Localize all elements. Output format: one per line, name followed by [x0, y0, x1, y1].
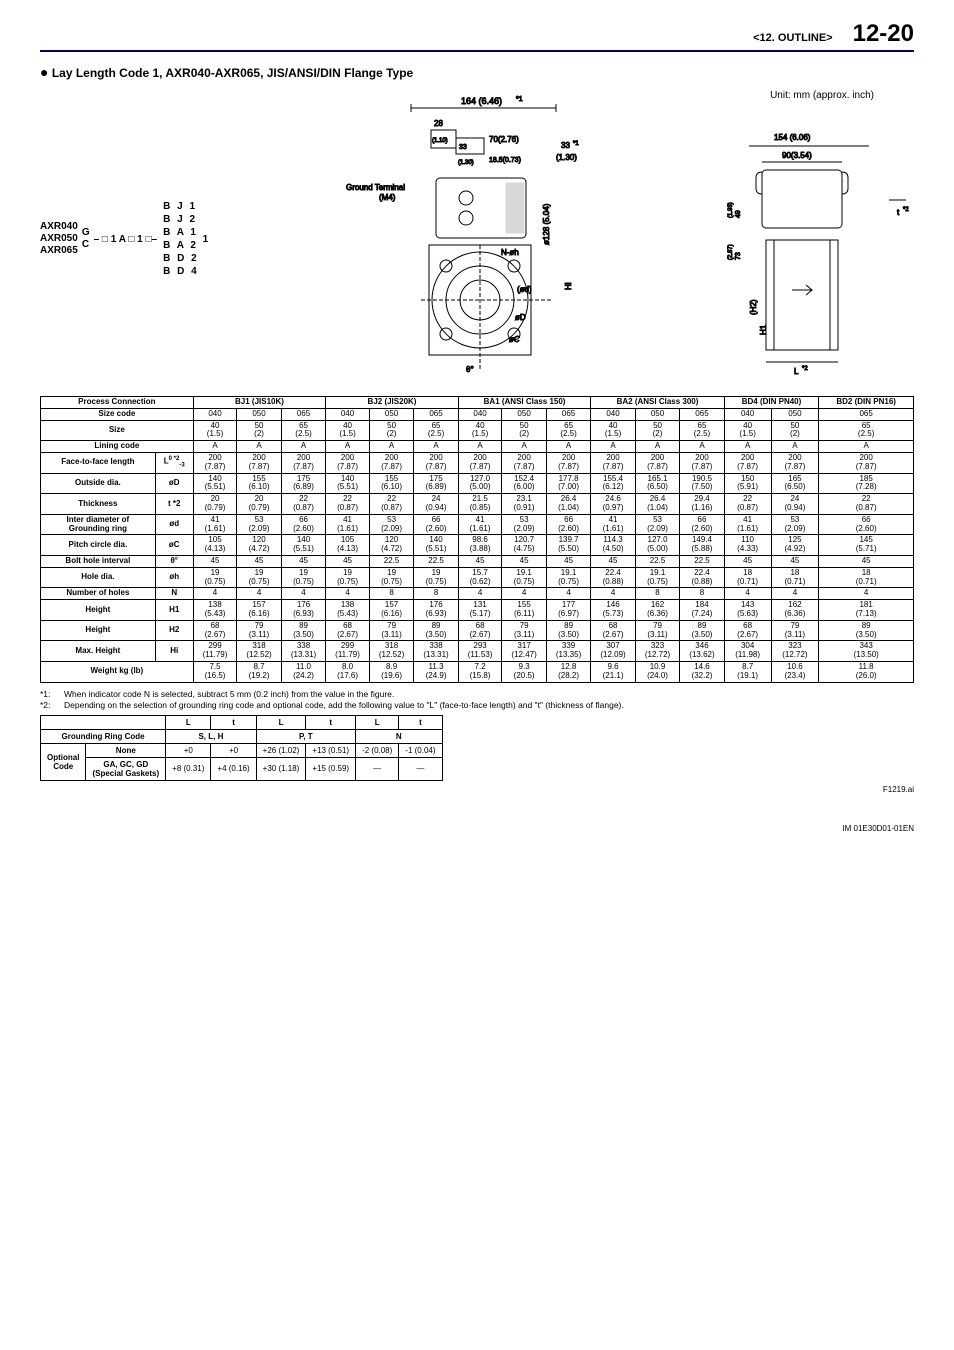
page-number: 12-20 — [853, 20, 914, 48]
svg-text:øC: øC — [509, 335, 520, 344]
svg-text:(H2): (H2) — [749, 299, 758, 315]
svg-text:t: t — [897, 208, 900, 217]
svg-text:Ground Terminal: Ground Terminal — [346, 183, 405, 192]
svg-text:33: 33 — [561, 141, 570, 150]
svg-text:154 (6.06): 154 (6.06) — [774, 133, 811, 142]
figure-ref: F1219.ai — [40, 785, 914, 794]
svg-text:(M4): (M4) — [379, 193, 396, 202]
section-title: ● Lay Length Code 1, AXR040-AXR065, JIS/… — [40, 64, 914, 80]
diagram-area: Unit: mm (approx. inch) AXR040AXR050AXR0… — [40, 90, 914, 380]
svg-text:164 (6.46): 164 (6.46) — [461, 96, 502, 106]
svg-text:(2.87): (2.87) — [728, 244, 734, 260]
unit-note: Unit: mm (approx. inch) — [770, 90, 874, 101]
svg-text:H1: H1 — [759, 324, 768, 335]
svg-text:L: L — [794, 367, 799, 376]
svg-text:ø128 (5.04): ø128 (5.04) — [542, 203, 551, 245]
svg-text:*1: *1 — [516, 96, 523, 103]
svg-text:(1.30): (1.30) — [556, 153, 577, 162]
svg-text:*2: *2 — [802, 366, 808, 372]
svg-text:θ°: θ° — [466, 365, 474, 374]
svg-text:18.5(0.73): 18.5(0.73) — [489, 157, 521, 164]
section-label: <12. OUTLINE> — [753, 32, 832, 44]
svg-text:(1.93): (1.93) — [728, 202, 734, 218]
svg-text:Hi: Hi — [564, 282, 573, 290]
svg-text:33: 33 — [459, 144, 467, 151]
grounding-table: LtLtLtGrounding Ring CodeS, L, HP, TNOpt… — [40, 715, 443, 781]
svg-text:N-øh: N-øh — [501, 248, 519, 257]
svg-text:øD: øD — [515, 313, 526, 322]
svg-text:(ød): (ød) — [517, 285, 532, 294]
svg-text:(1.30): (1.30) — [458, 160, 474, 166]
svg-text:70(2.76): 70(2.76) — [489, 135, 519, 144]
svg-text:*1: *1 — [573, 141, 579, 147]
page-header: <12. OUTLINE> 12-20 — [40, 20, 914, 52]
front-diagram: 164 (6.46)*1 28(1.10) 33(1.30) 70(2.76) … — [301, 90, 621, 380]
side-diagram: 154 (6.06) 90(3.54) 49(1.93) 73(2.87) t*… — [714, 90, 914, 380]
svg-text:*2: *2 — [903, 207, 909, 213]
page-footer: IM 01E30D01-01EN — [40, 824, 914, 833]
svg-text:90(3.54): 90(3.54) — [782, 151, 812, 160]
svg-text:28: 28 — [434, 119, 443, 128]
spec-table: Process ConnectionBJ1 (JIS10K)BJ2 (JIS20… — [40, 396, 914, 683]
model-config: AXR040AXR050AXR065 GC – □ 1 A □ 1 □– B J… — [40, 200, 208, 380]
svg-text:73: 73 — [735, 252, 742, 260]
svg-text:(1.10): (1.10) — [432, 138, 448, 144]
footnotes: *1:When indicator code N is selected, su… — [40, 689, 914, 711]
svg-text:49: 49 — [735, 210, 742, 218]
